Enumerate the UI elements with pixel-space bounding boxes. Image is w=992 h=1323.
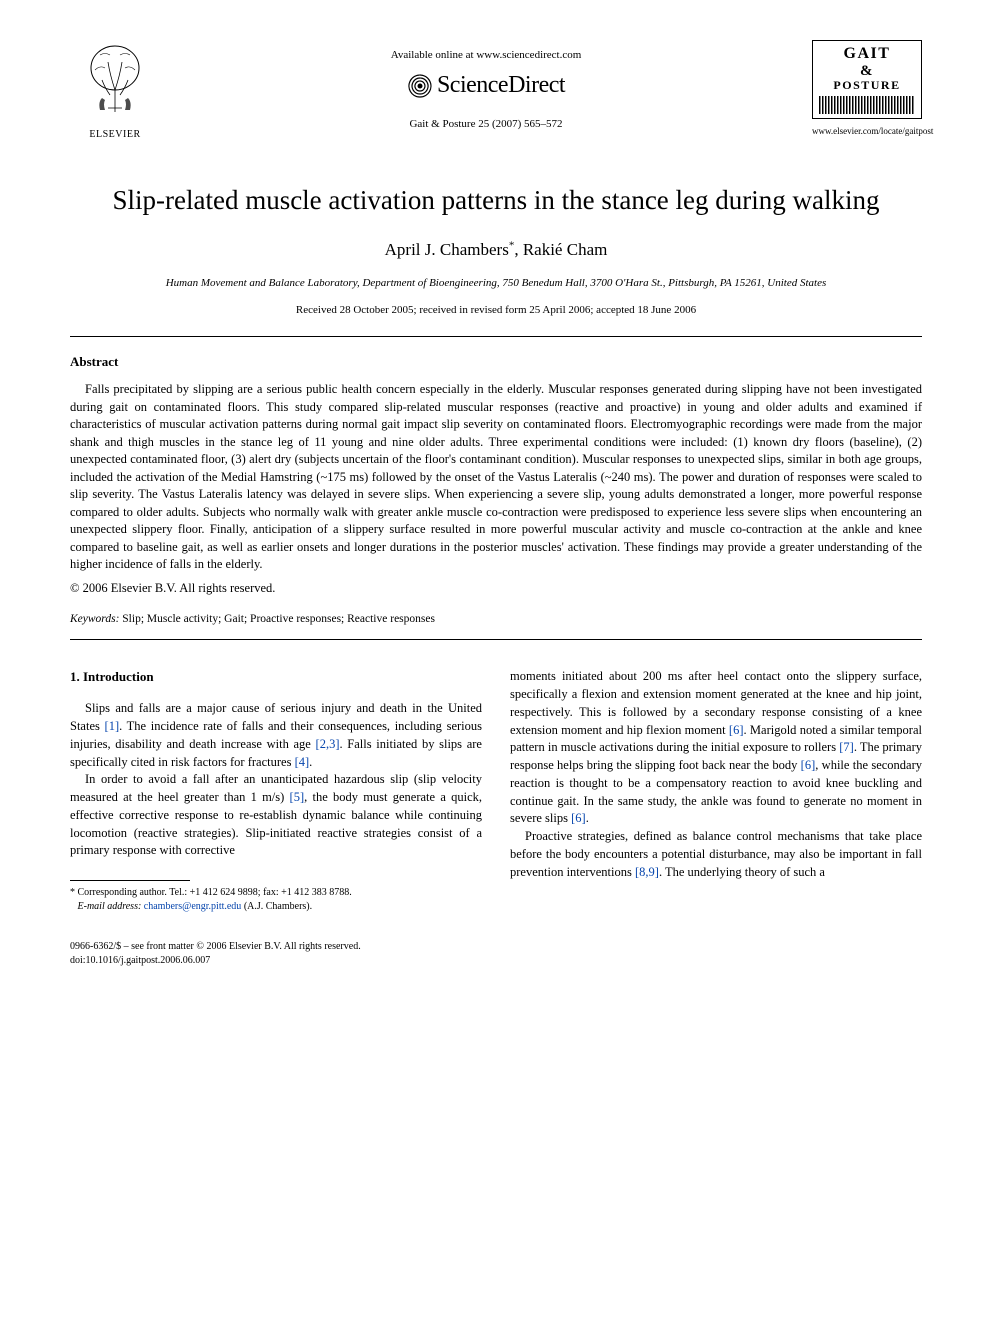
ref-5[interactable]: [5]	[290, 790, 305, 804]
issn-line: 0966-6362/$ – see front matter © 2006 El…	[70, 940, 922, 954]
author-list: April J. Chambers*, Rakié Cham	[70, 238, 922, 262]
divider	[70, 336, 922, 337]
doi-line: doi:10.1016/j.gaitpost.2006.06.007	[70, 954, 922, 968]
author-1: April J. Chambers	[385, 240, 509, 259]
page-header: ELSEVIER Available online at www.science…	[70, 40, 922, 142]
article-title: Slip-related muscle activation patterns …	[70, 184, 922, 218]
author-2: Rakié Cham	[523, 240, 608, 259]
sciencedirect-text: ScienceDirect	[437, 69, 565, 103]
corresponding-mark: *	[509, 239, 515, 251]
journal-logo-block: GAIT & POSTURE www.elsevier.com/locate/g…	[812, 40, 922, 138]
elsevier-logo: ELSEVIER	[70, 40, 160, 142]
ref-6[interactable]: [6]	[571, 811, 586, 825]
gait-text-amp: &	[819, 63, 915, 80]
ref-1[interactable]: [1]	[105, 719, 120, 733]
sciencedirect-logo: ScienceDirect	[160, 69, 812, 103]
ref-8-9[interactable]: [8,9]	[635, 865, 659, 879]
abstract-text: Falls precipitated by slipping are a ser…	[70, 381, 922, 574]
ref-6[interactable]: [6]	[801, 758, 816, 772]
gait-posture-logo: GAIT & POSTURE	[812, 40, 922, 119]
abstract-heading: Abstract	[70, 353, 922, 371]
email-label: E-mail address:	[78, 901, 142, 912]
barcode-icon	[819, 96, 915, 114]
email-link[interactable]: chambers@engr.pitt.edu	[141, 901, 244, 912]
corresponding-footnote: * Corresponding author. Tel.: +1 412 624…	[70, 886, 482, 900]
gait-text-line1: GAIT	[819, 45, 915, 63]
intro-para-3: moments initiated about 200 ms after hee…	[510, 668, 922, 828]
affiliation: Human Movement and Balance Laboratory, D…	[70, 276, 922, 291]
intro-para-2: In order to avoid a fall after an unanti…	[70, 771, 482, 860]
sciencedirect-swirl-icon	[407, 73, 433, 99]
ref-7[interactable]: [7]	[839, 740, 854, 754]
section-1-heading: 1. Introduction	[70, 668, 482, 686]
article-dates: Received 28 October 2005; received in re…	[70, 303, 922, 318]
journal-url: www.elsevier.com/locate/gaitpost	[812, 125, 922, 138]
left-column: 1. Introduction Slips and falls are a ma…	[70, 668, 482, 914]
journal-citation: Gait & Posture 25 (2007) 565–572	[160, 117, 812, 132]
keywords-line: Keywords: Slip; Muscle activity; Gait; P…	[70, 611, 922, 627]
intro-para-1: Slips and falls are a major cause of ser…	[70, 700, 482, 771]
elsevier-tree-icon	[80, 40, 150, 120]
center-header: Available online at www.sciencedirect.co…	[160, 40, 812, 132]
online-availability: Available online at www.sciencedirect.co…	[160, 48, 812, 63]
gait-text-line2: POSTURE	[819, 79, 915, 92]
divider	[70, 639, 922, 640]
intro-para-4: Proactive strategies, defined as balance…	[510, 828, 922, 881]
email-footnote: E-mail address: chambers@engr.pitt.edu (…	[70, 900, 482, 914]
abstract-copyright: © 2006 Elsevier B.V. All rights reserved…	[70, 580, 922, 598]
email-author: (A.J. Chambers).	[244, 901, 312, 912]
footnote-divider	[70, 880, 190, 881]
right-column: moments initiated about 200 ms after hee…	[510, 668, 922, 914]
body-columns: 1. Introduction Slips and falls are a ma…	[70, 668, 922, 914]
keywords-text: Slip; Muscle activity; Gait; Proactive r…	[119, 613, 435, 625]
ref-6[interactable]: [6]	[729, 723, 744, 737]
elsevier-label: ELSEVIER	[70, 128, 160, 142]
keywords-label: Keywords:	[70, 613, 119, 625]
footer-block: 0966-6362/$ – see front matter © 2006 El…	[70, 940, 922, 967]
ref-4[interactable]: [4]	[295, 755, 310, 769]
ref-2-3[interactable]: [2,3]	[316, 737, 340, 751]
